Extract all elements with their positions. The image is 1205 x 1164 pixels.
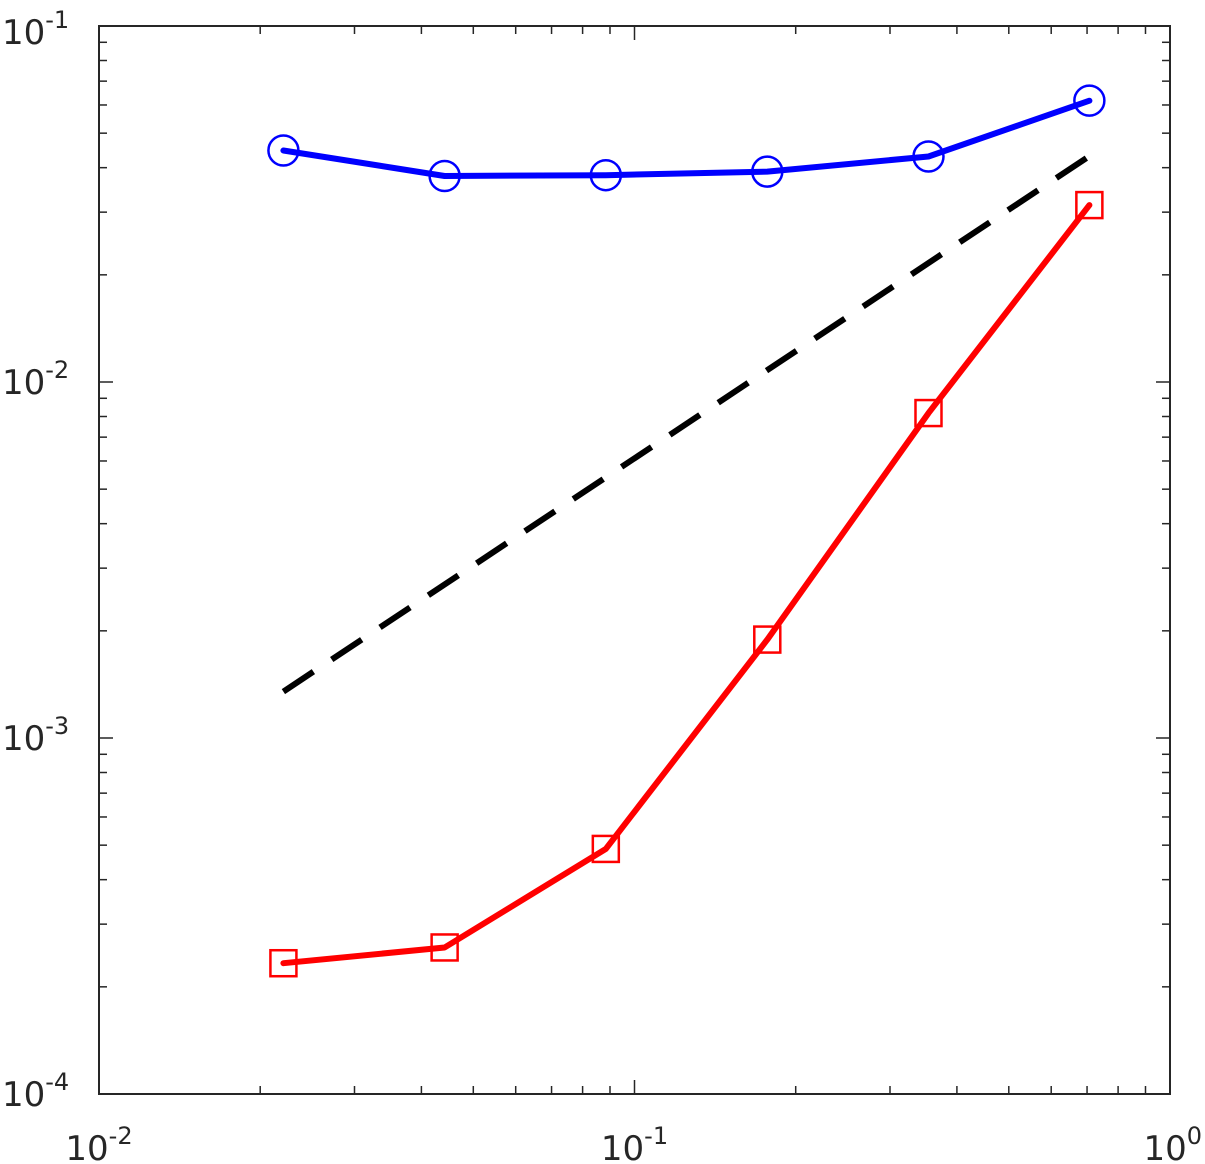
series-3-point [269, 948, 298, 978]
series-1-point [1073, 84, 1106, 117]
series-line-3 [280, 202, 1093, 967]
x-tick-labels: 10-2 10-1 100 [65, 1122, 1202, 1164]
series-1-point [267, 134, 300, 167]
series-line-1 [280, 97, 1093, 179]
x-tick-label: 100 [1143, 1122, 1202, 1164]
series-line-2 [281, 153, 1092, 695]
major-ticks [98, 26, 1170, 1095]
x-tick-label: 10-1 [601, 1122, 668, 1164]
series-3-point [1075, 190, 1104, 220]
x-tick-label: 10-2 [65, 1122, 132, 1164]
series-1-point [589, 158, 623, 192]
series-3-point [753, 625, 782, 654]
plot-frame [98, 25, 1171, 1095]
series-1-point [751, 155, 784, 188]
series-3-point [430, 933, 459, 962]
y-tick-label: 10-2 [2, 356, 69, 403]
series-1-point [428, 159, 461, 193]
y-tick-label: 10-1 [2, 6, 69, 53]
minor-ticks [99, 26, 1170, 1094]
y-tick-label: 10-4 [2, 1068, 69, 1115]
y-tick-label: 10-3 [2, 712, 69, 759]
y-tick-labels: 10-4 10-3 10-2 10-1 [2, 6, 69, 1115]
series-3-point [914, 398, 943, 428]
series-layer [267, 84, 1106, 978]
series-3-point [591, 834, 621, 864]
series-1-point [912, 140, 945, 173]
